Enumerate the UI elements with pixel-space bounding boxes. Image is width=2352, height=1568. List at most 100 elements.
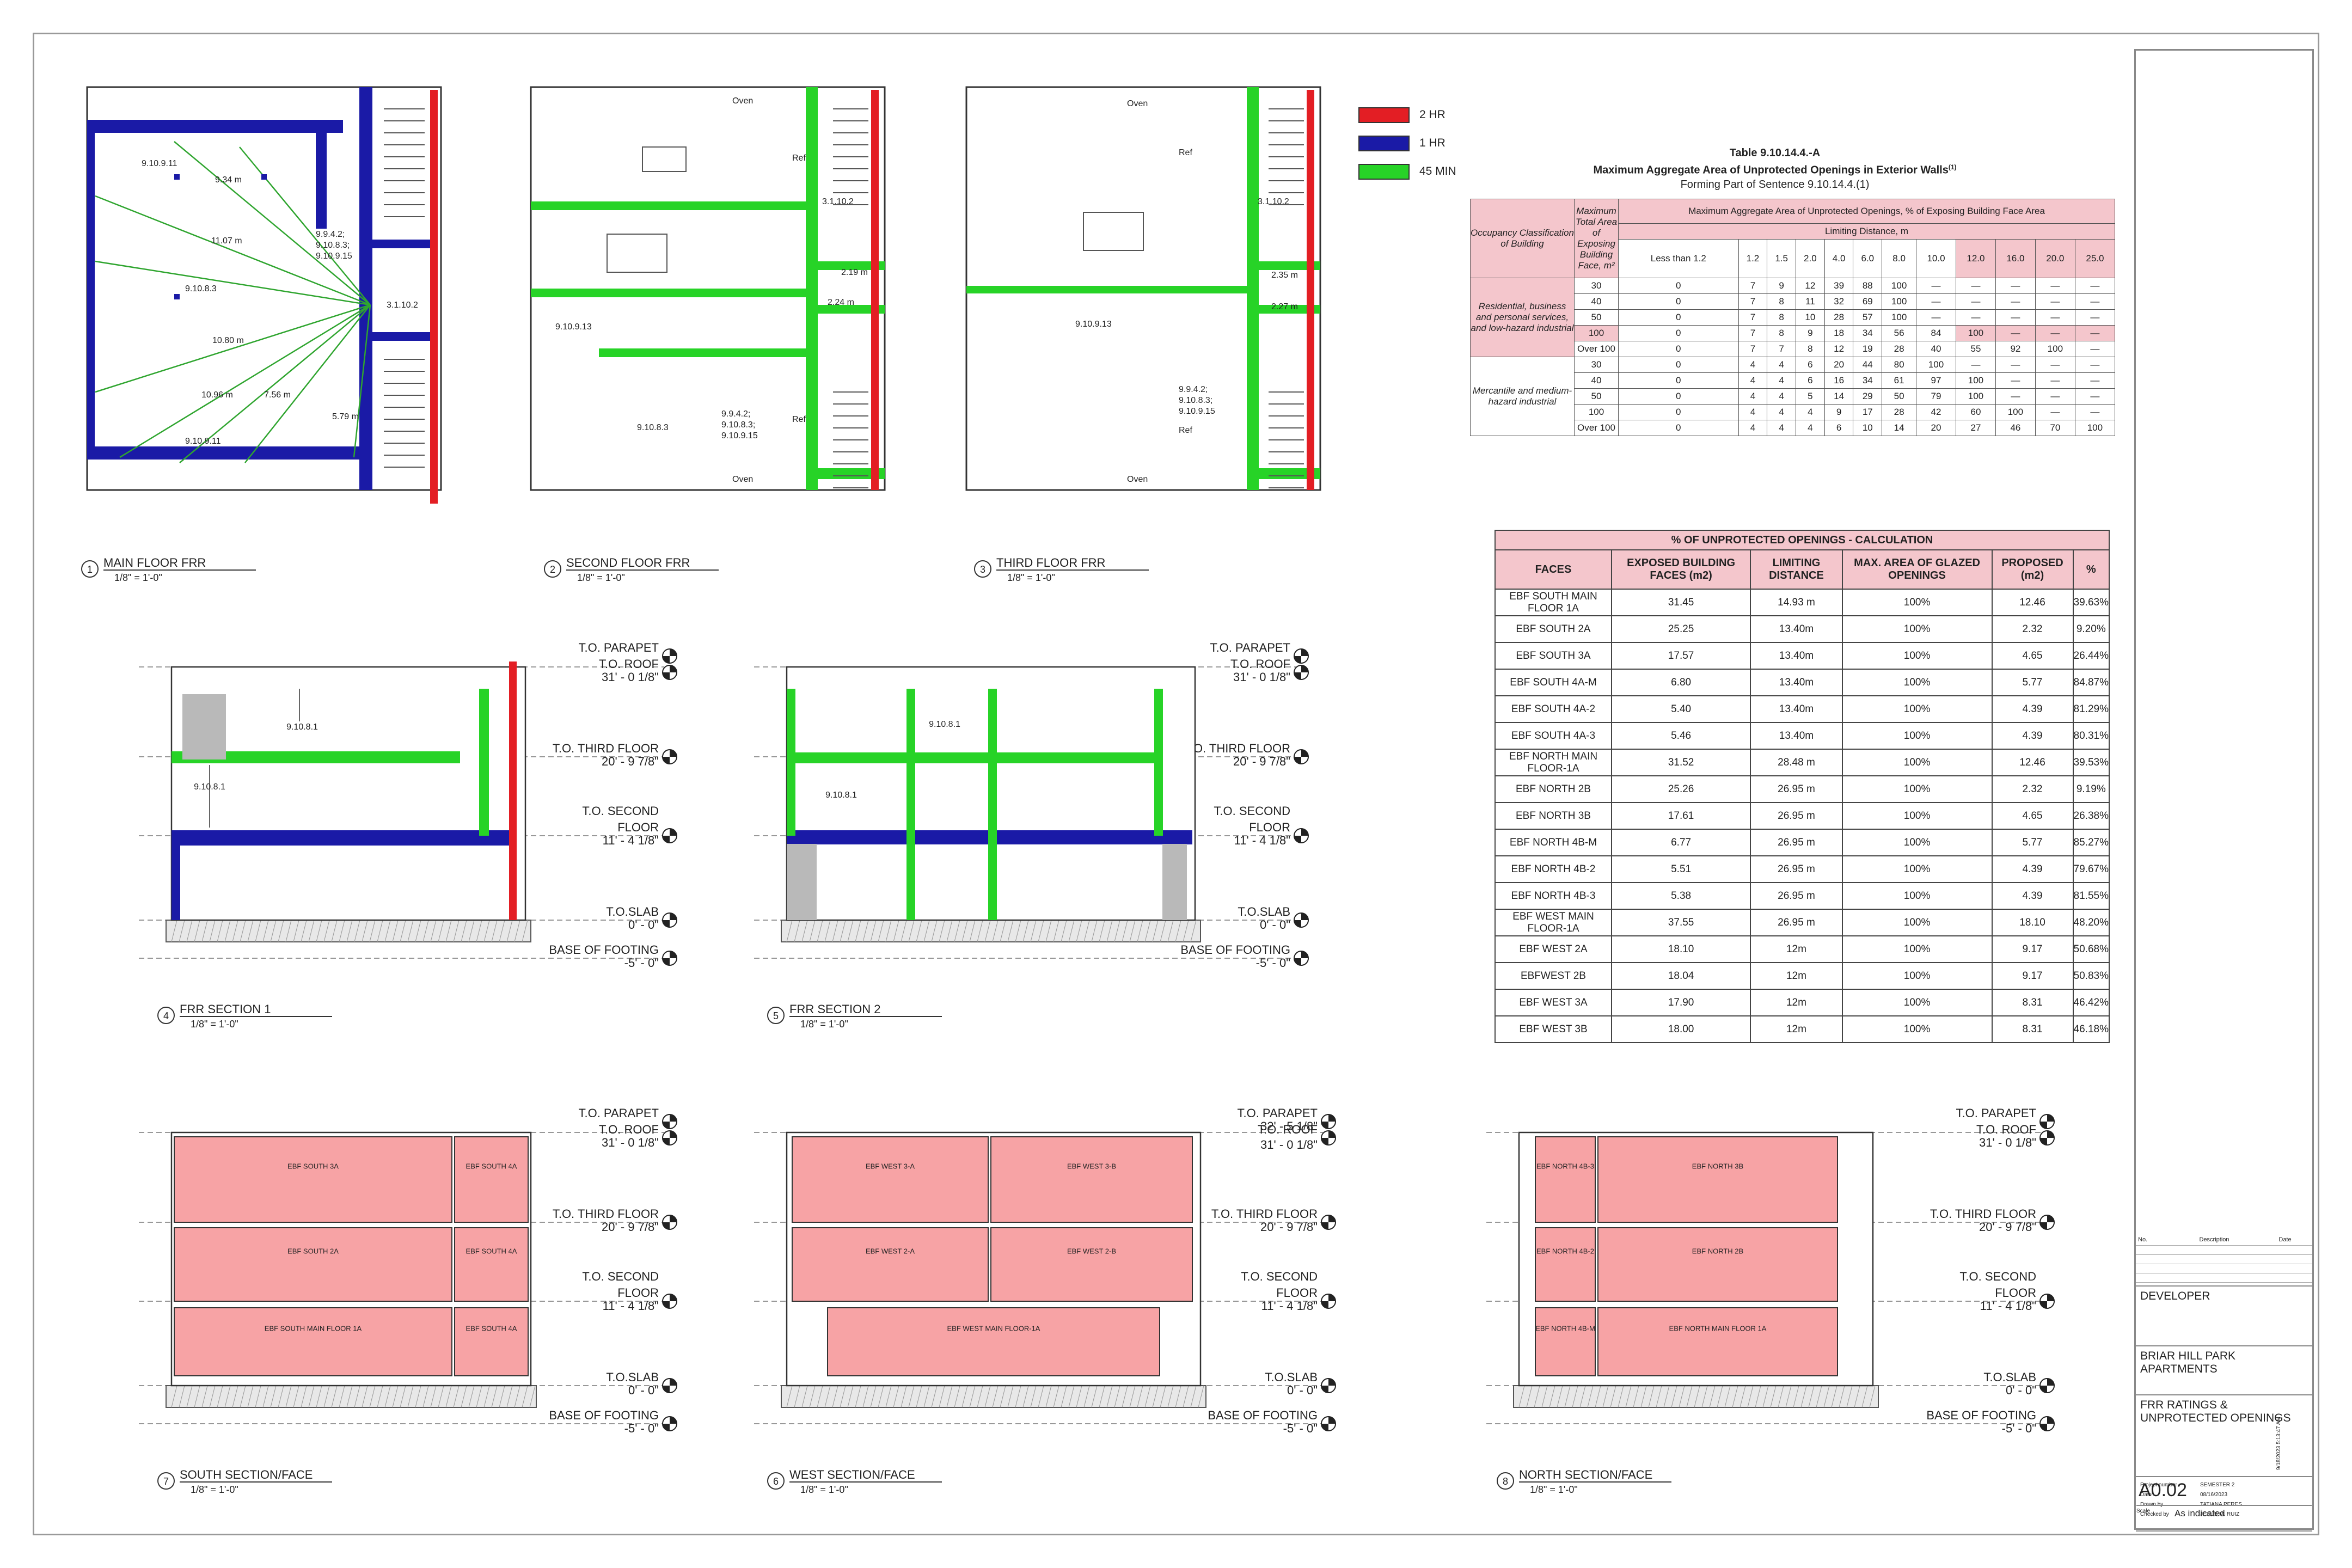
view-title: 1 MAIN FLOOR FRR 1/8" = 1'-0" — [81, 556, 256, 583]
level-target-fill — [1294, 829, 1308, 843]
rev-col-no: No. — [2138, 1236, 2148, 1243]
ground-hatch — [1030, 1385, 1037, 1408]
ground-hatch — [1640, 1385, 1647, 1408]
calc-cell: 46.18% — [2072, 1015, 2110, 1043]
ground-hatch — [171, 1385, 177, 1408]
distance-header: 4.0 — [1824, 239, 1854, 278]
ground-hatch — [1656, 1385, 1662, 1408]
view-number-circle — [974, 560, 991, 578]
calc-cell: 13.40m — [1750, 642, 1843, 670]
ground-hatch — [331, 1385, 338, 1408]
ground-hatch — [316, 920, 322, 942]
ground-hatch — [992, 920, 999, 942]
ground-hatch — [179, 920, 185, 942]
section-annotation: 9.10.8.1 — [825, 791, 857, 800]
code-cell: 6 — [1824, 420, 1854, 436]
legend-swatch — [1358, 107, 1410, 123]
ground-hatch — [400, 920, 406, 942]
ground-hatch — [901, 1385, 907, 1408]
face-label: EBF NORTH 4B-3 — [1536, 1162, 1594, 1171]
level-elevation: -5' - 0" — [2002, 1422, 2036, 1435]
plan-annotation: Oven — [732, 475, 753, 484]
wall-1hr — [359, 87, 372, 490]
ground-hatch — [1183, 1385, 1189, 1408]
view-title-text: FRR SECTION 1 — [180, 1002, 271, 1016]
ground-hatch — [415, 1385, 421, 1408]
wall-45min — [1250, 261, 1320, 270]
view-scale: 1/8" = 1'-0" — [577, 572, 625, 583]
calc-cell: 5.40 — [1610, 695, 1751, 723]
ground-hatch — [1778, 1385, 1784, 1408]
code-cell: 0 — [1618, 372, 1739, 389]
plan-annotation: 2.24 m — [828, 298, 854, 307]
calc-cell: 26.95 m — [1750, 829, 1843, 856]
calc-row: EBF WEST 3A 17.90 12m 100% 8.31 46.42% — [1494, 989, 2110, 1016]
level-target-fill — [1321, 1215, 1336, 1229]
meta-section: Project number SEMESTER 2 Date 08/16/2023 Dr… — [2136, 1476, 2312, 1530]
ground-hatch — [1122, 920, 1128, 942]
wall-45min — [531, 201, 814, 210]
ground-hatch — [1648, 1385, 1655, 1408]
plan-outline — [86, 86, 442, 491]
floor-1hr — [171, 830, 509, 846]
plan-annotation: 3.1.10.2 — [1258, 197, 1289, 206]
legend-swatch — [1358, 135, 1410, 151]
calc-cell: 100% — [1841, 615, 1993, 643]
wall-2hr — [1307, 90, 1314, 490]
ground-hatch — [506, 1385, 513, 1408]
slab-footing — [166, 920, 531, 942]
meta-row: Checked by JESUS M. RUIZ — [2140, 1510, 2308, 1520]
plan-annotation: 5.79 m — [332, 412, 359, 421]
code-cell: 0 — [1618, 420, 1739, 436]
level-target-fill — [663, 1215, 677, 1229]
level-elevation: -5' - 0" — [624, 956, 659, 970]
level-target-fill — [1321, 1417, 1336, 1431]
level-elevation: 20' - 9 7/8" — [1979, 1220, 2036, 1234]
ground-hatch — [476, 920, 482, 942]
ground-hatch — [461, 1385, 467, 1408]
calc-cell: 26.38% — [2072, 802, 2110, 830]
calc-cell: 25.25 — [1610, 615, 1751, 643]
ground-hatch — [1106, 920, 1113, 942]
code-row: Over 100 0 4 4 4 6 10 14 20 27 46 70 100 — [1471, 420, 2116, 436]
calc-cell: 80.31% — [2072, 722, 2110, 750]
ground-hatch — [362, 920, 368, 942]
wall-45min — [599, 348, 806, 357]
plan-annotation: 9.34 m — [215, 175, 242, 185]
calc-cell: 26.44% — [2072, 642, 2110, 670]
ground-hatch — [878, 1385, 884, 1408]
code-cell: 4 — [1767, 388, 1797, 405]
view-title-text: NORTH SECTION/FACE — [1519, 1468, 1652, 1481]
calc-row: EBF SOUTH 4A-M 6.80 13.40m 100% 5.77 84.87% — [1494, 669, 2110, 696]
code-cell: — — [1995, 309, 2036, 326]
view-title-text: MAIN FLOOR FRR — [103, 556, 206, 569]
code-cell: 16 — [1824, 372, 1854, 389]
ground-hatch — [1015, 920, 1021, 942]
calc-cell: 26.95 m — [1750, 882, 1843, 910]
calc-cell: 46.42% — [2072, 989, 2110, 1016]
view-number-circle — [157, 1472, 175, 1490]
code-cell: 100 — [1882, 278, 1917, 294]
meta-row: Drawn by TATIANA PERES — [2140, 1500, 2308, 1510]
ground-hatch — [824, 920, 831, 942]
level-target-fill — [1321, 1114, 1336, 1129]
distance-header: 12.0 — [1955, 239, 1996, 278]
view-title: 7 SOUTH SECTION/FACE 1/8" = 1'-0" — [157, 1468, 332, 1495]
ground-hatch — [855, 920, 861, 942]
drawing-sheet-border — [33, 33, 2319, 1535]
code-cell: 6 — [1796, 372, 1825, 389]
calc-cell: 26.95 m — [1750, 909, 1843, 936]
ground-hatch — [171, 920, 177, 942]
calc-cell: 4.39 — [1991, 722, 2074, 750]
plan-annotation: Ref — [1179, 426, 1192, 435]
level-elevation: 20' - 9 7/8" — [1260, 1220, 1318, 1234]
ground-hatch — [224, 1385, 231, 1408]
ground-hatch — [878, 920, 884, 942]
view-number-circle — [767, 1472, 785, 1490]
calc-cell: 13.40m — [1750, 695, 1843, 723]
code-cell: — — [2074, 404, 2116, 420]
ground-hatch — [961, 920, 968, 942]
level-name: FLOOR — [1276, 1286, 1318, 1300]
code-cell: 4 — [1738, 372, 1768, 389]
ground-hatch — [939, 1385, 945, 1408]
